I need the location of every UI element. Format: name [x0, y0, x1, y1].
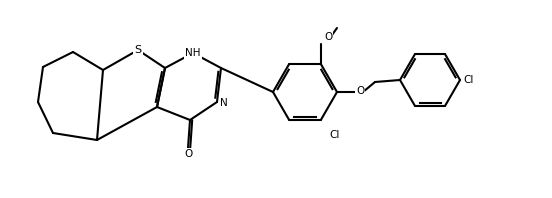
Text: S: S — [135, 45, 141, 55]
Text: Cl: Cl — [329, 130, 339, 140]
Text: N: N — [220, 98, 228, 108]
Text: O: O — [356, 86, 364, 96]
Text: O: O — [324, 32, 332, 42]
Text: Cl: Cl — [463, 75, 474, 85]
Text: O: O — [184, 149, 192, 159]
Text: NH: NH — [185, 48, 201, 58]
